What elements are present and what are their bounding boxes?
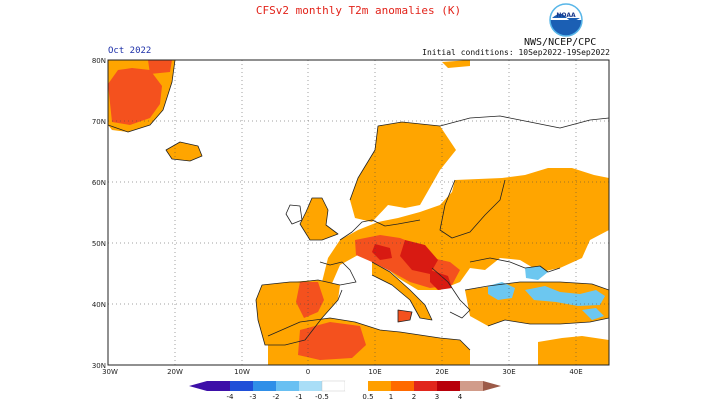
lon-label-40e: 40E (569, 368, 582, 376)
colorbar-tick: 1 (389, 393, 393, 401)
anomaly-shading-blue (488, 266, 605, 320)
colorbar-tick: -1 (296, 393, 303, 401)
lon-label-30w: 30W (102, 368, 118, 376)
lon-label-10w: 10W (234, 368, 250, 376)
gridlines (108, 60, 609, 365)
colorbar-arrow-right (483, 381, 501, 391)
lon-label-20w: 20W (167, 368, 183, 376)
colorbar-tick: 2 (412, 393, 416, 401)
noaa-logo: NOAA (549, 3, 583, 37)
lon-label-30e: 30E (502, 368, 515, 376)
lat-label-30n: 30N (92, 362, 106, 370)
lat-label-80n: 80N (92, 57, 106, 65)
map-title: CFSv2 monthly T2m anomalies (K) (255, 4, 462, 17)
colorbar-tick: -3 (250, 393, 257, 401)
noaa-logo-text: NOAA (556, 12, 576, 19)
lon-label-10e: 10E (368, 368, 381, 376)
colorbar-tick: -0.5 (315, 393, 329, 401)
colorbar-tick: -4 (227, 393, 235, 401)
colorbar-arrow-left (189, 381, 207, 391)
anomaly-shading-red (372, 240, 452, 290)
agency-label: NWS/NCEP/CPC (524, 37, 597, 48)
lat-label-70n: 70N (92, 118, 106, 126)
colorbar-tick: 4 (458, 393, 463, 401)
lon-label-0: 0 (306, 368, 310, 376)
latitude-labels: 80N 70N 60N 50N 40N 30N (92, 57, 106, 370)
lat-label-40n: 40N (92, 301, 106, 309)
period-label: Oct 2022 (108, 46, 152, 56)
colorbar-tick: 0.5 (362, 393, 373, 401)
map-content (108, 60, 609, 365)
colorbar-tick: -2 (273, 393, 280, 401)
initial-conditions-label: Initial conditions: 10Sep2022-19Sep2022 (422, 48, 610, 57)
longitude-labels: 30W 20W 10W 0 10E 20E 30E 40E (102, 368, 583, 376)
lat-label-60n: 60N (92, 179, 106, 187)
lon-label-20e: 20E (435, 368, 448, 376)
lat-label-50n: 50N (92, 240, 106, 248)
coastlines (108, 60, 609, 351)
colorbar: -4 -3 -2 -1 -0.5 0.5 1 2 3 4 (189, 380, 501, 401)
colorbar-tick: 3 (435, 393, 439, 401)
anomaly-shading-orange (108, 60, 609, 365)
map-frame (107, 59, 610, 366)
